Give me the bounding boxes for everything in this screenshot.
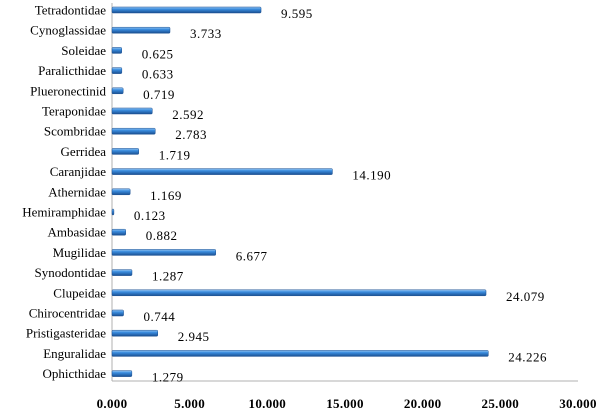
category-label: Plueronectinid	[30, 83, 106, 98]
bar-pristigasteridae	[111, 329, 158, 337]
bar-tetradontidae	[111, 6, 262, 14]
category-label: Ambasidae	[48, 225, 107, 240]
data-label: 2.783	[175, 127, 207, 142]
bar-soleidae	[111, 47, 122, 54]
bar-caranjidae	[111, 168, 333, 175]
category-label: Athernidae	[48, 184, 106, 199]
category-label: Paralicthidae	[38, 63, 106, 78]
x-tick-label: 20.000	[404, 396, 442, 411]
data-label: 24.079	[506, 289, 545, 304]
data-label: 1.279	[152, 370, 184, 385]
category-label: Soleidae	[61, 43, 106, 58]
category-label: Caranjidae	[50, 164, 107, 179]
data-label: 0.744	[144, 309, 176, 324]
x-tick-label: 30.000	[559, 396, 597, 411]
category-label: Mugilidae	[53, 245, 107, 260]
category-label: Teraponidae	[42, 104, 106, 119]
category-label: Enguralidae	[43, 346, 106, 361]
bar-gerridea	[111, 148, 139, 155]
bar-teraponidae	[111, 107, 153, 115]
x-tick-label: 5.000	[174, 396, 205, 411]
data-label: 0.123	[134, 208, 166, 223]
bar-cynoglassidae	[111, 26, 171, 34]
data-label: 2.592	[172, 107, 204, 122]
category-label: Clupeidae	[53, 285, 106, 300]
category-label: Ophicthidae	[42, 366, 106, 381]
data-label: 6.677	[236, 248, 268, 263]
category-label: Cynoglassidae	[30, 23, 106, 38]
category-label: Hemiramphidae	[22, 205, 106, 220]
bar-ambasidae	[111, 228, 126, 236]
category-label: Tetradontidae	[35, 3, 107, 18]
bar-scombridae	[111, 127, 156, 135]
bar-hemiramphidae	[111, 208, 115, 216]
category-label: Synodontidae	[35, 265, 107, 280]
bar-enguralidae	[111, 350, 489, 357]
bar-plueronectinid	[111, 87, 124, 95]
category-label: Scombridae	[44, 124, 106, 139]
x-tick-label: 15.000	[326, 396, 364, 411]
data-label: 9.595	[281, 6, 313, 21]
x-tick-label: 10.000	[249, 396, 287, 411]
data-label: 1.287	[152, 269, 184, 284]
bar-chirocentridae	[111, 309, 124, 317]
data-label: 14.190	[352, 168, 391, 183]
x-tick-label: 0.000	[97, 396, 128, 411]
data-label: 0.625	[142, 46, 174, 61]
category-label: Pristigasteridae	[26, 326, 106, 341]
bar-ophicthidae	[111, 370, 133, 377]
data-label: 24.226	[508, 349, 547, 364]
data-label: 3.733	[190, 26, 222, 41]
bar-paralicthidae	[111, 67, 123, 74]
bar-athernidae	[111, 188, 131, 196]
bar-mugilidae	[111, 249, 216, 256]
data-label: 2.945	[178, 329, 210, 344]
data-label: 0.719	[143, 87, 175, 102]
data-label: 0.882	[146, 228, 178, 243]
bar-clupeidae	[111, 289, 487, 297]
bar-synodontidae	[111, 269, 133, 276]
category-label: Gerridea	[61, 144, 107, 159]
data-label: 1.719	[159, 147, 191, 162]
data-label: 0.633	[142, 67, 174, 82]
category-label: Chirocentridae	[29, 306, 106, 321]
data-label: 1.169	[150, 188, 182, 203]
x-tick-label: 25.000	[482, 396, 520, 411]
